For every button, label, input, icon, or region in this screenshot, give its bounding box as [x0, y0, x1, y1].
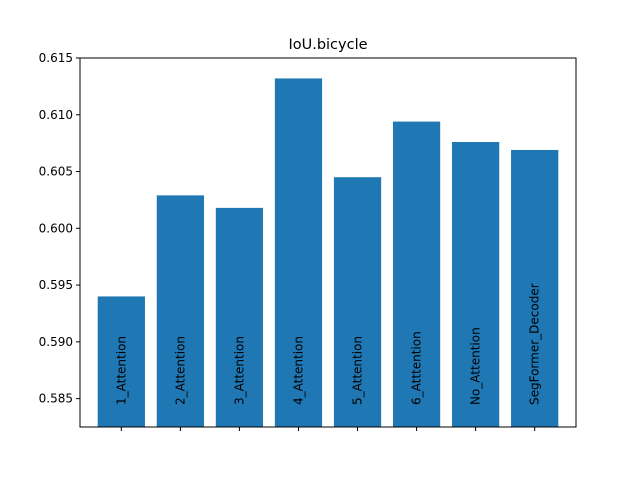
bar-No_Attention — [452, 142, 500, 427]
bar-SegFormer_Decoder — [511, 149, 559, 427]
bar-3_Attention — [215, 207, 264, 427]
bar-4_Attention — [274, 78, 323, 427]
y-tick-label: 0.585 — [39, 392, 73, 406]
chart-title: IoU.bicycle — [288, 37, 367, 53]
bar-1_Attention — [97, 296, 145, 427]
bar-2_Attention — [156, 195, 204, 427]
category-label: 5_Attention — [351, 336, 365, 405]
category-label: No_Attention — [469, 327, 483, 405]
y-tick-label: 0.595 — [39, 278, 73, 292]
bars-layer — [97, 78, 559, 427]
category-label: 1_Attention — [114, 336, 128, 405]
category-label: 3_Attention — [232, 336, 246, 405]
y-tick-label: 0.600 — [39, 221, 73, 235]
bar-labels: 1_Attention 2_Attention 3_Attention 4_Atten… — [114, 283, 541, 405]
bar-6_Atttention — [392, 121, 441, 427]
category-label: 2_Attention — [173, 336, 187, 405]
category-label: 6_Atttention — [410, 331, 424, 405]
category-label: 4_Attention — [291, 336, 305, 405]
y-tick-label: 0.590 — [39, 335, 73, 349]
y-tick-label: 0.605 — [39, 165, 73, 179]
x-axis — [120, 427, 536, 431]
y-tick-label: 0.610 — [39, 108, 73, 122]
category-label: SegFormer_Decoder — [528, 283, 542, 405]
plot-frame — [79, 57, 577, 428]
y-axis: 0.585 0.590 0.595 0.600 0.605 0.610 0.615 — [39, 51, 80, 406]
y-tick-label: 0.615 — [39, 51, 73, 65]
bar-5_Attention — [333, 177, 382, 427]
